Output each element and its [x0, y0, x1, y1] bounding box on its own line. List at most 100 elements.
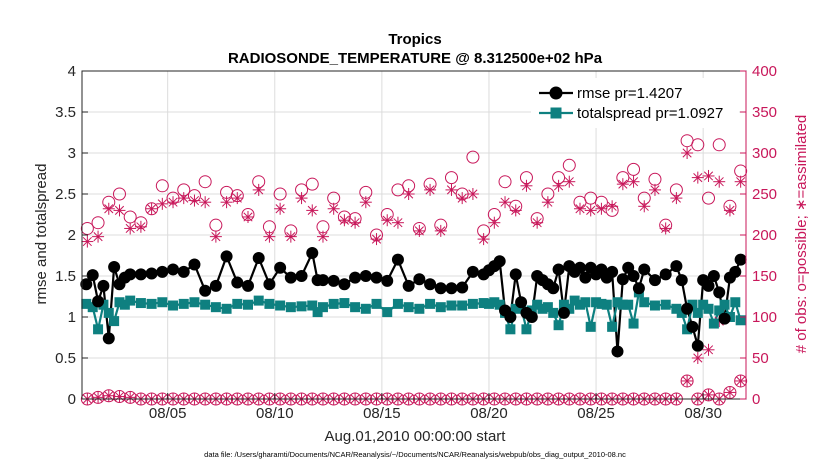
spread-point	[221, 303, 232, 314]
assimilated-obs-marker	[134, 220, 147, 233]
chart-title: Tropics	[388, 31, 441, 48]
y-tick-label: 1	[68, 309, 76, 326]
rmse-point	[381, 274, 394, 287]
assimilated-obs-marker	[520, 179, 533, 192]
rmse-point	[493, 255, 506, 268]
assimilated-obs-marker	[702, 388, 715, 401]
assimilated-obs-marker	[509, 204, 522, 217]
spread-point	[425, 298, 436, 309]
assimilated-obs-marker	[113, 390, 126, 403]
assimilated-obs-marker	[81, 235, 94, 248]
assimilated-obs-marker	[681, 147, 694, 159]
assimilated-obs-marker	[177, 192, 190, 205]
spread-point	[371, 298, 382, 309]
assimilated-obs-marker	[616, 178, 629, 191]
asterisk-stroke	[339, 215, 349, 225]
rmse-point	[413, 273, 426, 286]
spread-point	[494, 299, 505, 310]
possible-obs-marker	[648, 172, 662, 186]
possible-obs-marker	[123, 210, 137, 224]
rmse-point	[145, 267, 158, 280]
assimilated-obs-marker	[92, 230, 105, 243]
assimilated-obs-marker	[638, 200, 651, 213]
possible-obs-marker	[273, 187, 287, 201]
spread-point	[628, 318, 639, 329]
spread-point	[317, 302, 328, 313]
spread-point	[489, 297, 500, 308]
spread-point	[708, 318, 719, 329]
assimilated-obs-marker	[456, 192, 469, 205]
y-right-tick-label: 400	[752, 63, 777, 80]
asterisk-stroke	[436, 226, 446, 236]
assimilated-obs-marker	[681, 374, 694, 387]
spread-point	[243, 299, 253, 310]
spread-point	[157, 297, 168, 308]
asterisk-stroke	[446, 185, 457, 195]
assimilated-obs-marker	[295, 192, 308, 205]
rmse-point	[504, 311, 517, 323]
spread-point	[81, 298, 92, 309]
rmse-point	[702, 279, 715, 292]
rmse-point	[220, 250, 233, 263]
asterisk-stroke	[286, 232, 296, 242]
asterisk-stroke	[618, 179, 628, 189]
asterisk-stroke	[736, 177, 746, 187]
asterisk-stroke	[489, 218, 499, 228]
assimilated-obs-marker	[713, 175, 726, 188]
asterisk-stroke	[232, 193, 242, 203]
rmse-point	[734, 253, 747, 266]
asterisk-stroke	[93, 232, 103, 242]
asterisk-stroke	[703, 390, 714, 400]
assimilated-obs-marker	[434, 224, 447, 237]
asterisk-stroke	[479, 234, 489, 244]
asterisk-stroke	[404, 189, 414, 199]
y-right-tick-label: 300	[752, 145, 777, 162]
possible-obs-marker	[734, 164, 748, 178]
spread-point	[617, 299, 628, 310]
rmse-point	[86, 269, 99, 282]
asterisk-stroke	[607, 201, 617, 211]
spread-point	[87, 302, 98, 313]
assimilated-obs-marker	[723, 204, 736, 217]
asterisk-stroke	[296, 193, 307, 203]
possible-obs-marker	[91, 216, 105, 230]
assimilated-obs-marker	[102, 202, 115, 215]
asterisk-stroke	[628, 177, 639, 187]
y-tick-label: 4	[68, 63, 76, 80]
assimilated-obs-marker	[691, 352, 704, 364]
spread-point	[548, 307, 559, 318]
assimilated-obs-marker	[92, 391, 105, 404]
y-right-tick-label: 350	[752, 104, 777, 121]
x-tick-label: 08/30	[684, 405, 722, 422]
asterisk-stroke	[414, 226, 424, 236]
spread-point	[360, 303, 371, 314]
spread-point	[612, 297, 623, 308]
chart-subtitle: RADIOSONDE_TEMPERATURE @ 8.312500e+02 hP…	[228, 50, 603, 67]
assimilated-obs-marker	[156, 197, 169, 210]
assimilated-obs-marker	[124, 391, 137, 404]
legend-spread-label: totalspread pr=1.0927	[577, 105, 723, 122]
legend: rmse pr=1.4207 totalspread pr=1.0927	[531, 78, 739, 128]
assimilated-obs-marker	[338, 214, 351, 227]
rmse-point	[729, 265, 742, 278]
rmse-point	[274, 261, 287, 274]
assimilated-obs-marker	[424, 183, 437, 196]
rmse-point	[391, 253, 404, 266]
spread-point	[232, 298, 243, 309]
rmse-point	[456, 281, 469, 294]
y-right-tick-label: 150	[752, 268, 777, 285]
asterisk-stroke	[703, 345, 714, 355]
spread-point	[403, 302, 414, 313]
spread-point	[264, 298, 275, 309]
asterisk-stroke	[371, 234, 382, 244]
asterisk-stroke	[221, 197, 232, 207]
spread-point	[339, 298, 350, 309]
asterisk-stroke	[586, 205, 596, 215]
assimilated-obs-marker	[413, 224, 426, 237]
assimilated-obs-marker	[488, 216, 501, 229]
assimilated-obs-marker	[124, 222, 137, 235]
spread-point	[596, 298, 607, 309]
spread-point	[392, 298, 403, 309]
asterisk-stroke	[93, 392, 103, 402]
